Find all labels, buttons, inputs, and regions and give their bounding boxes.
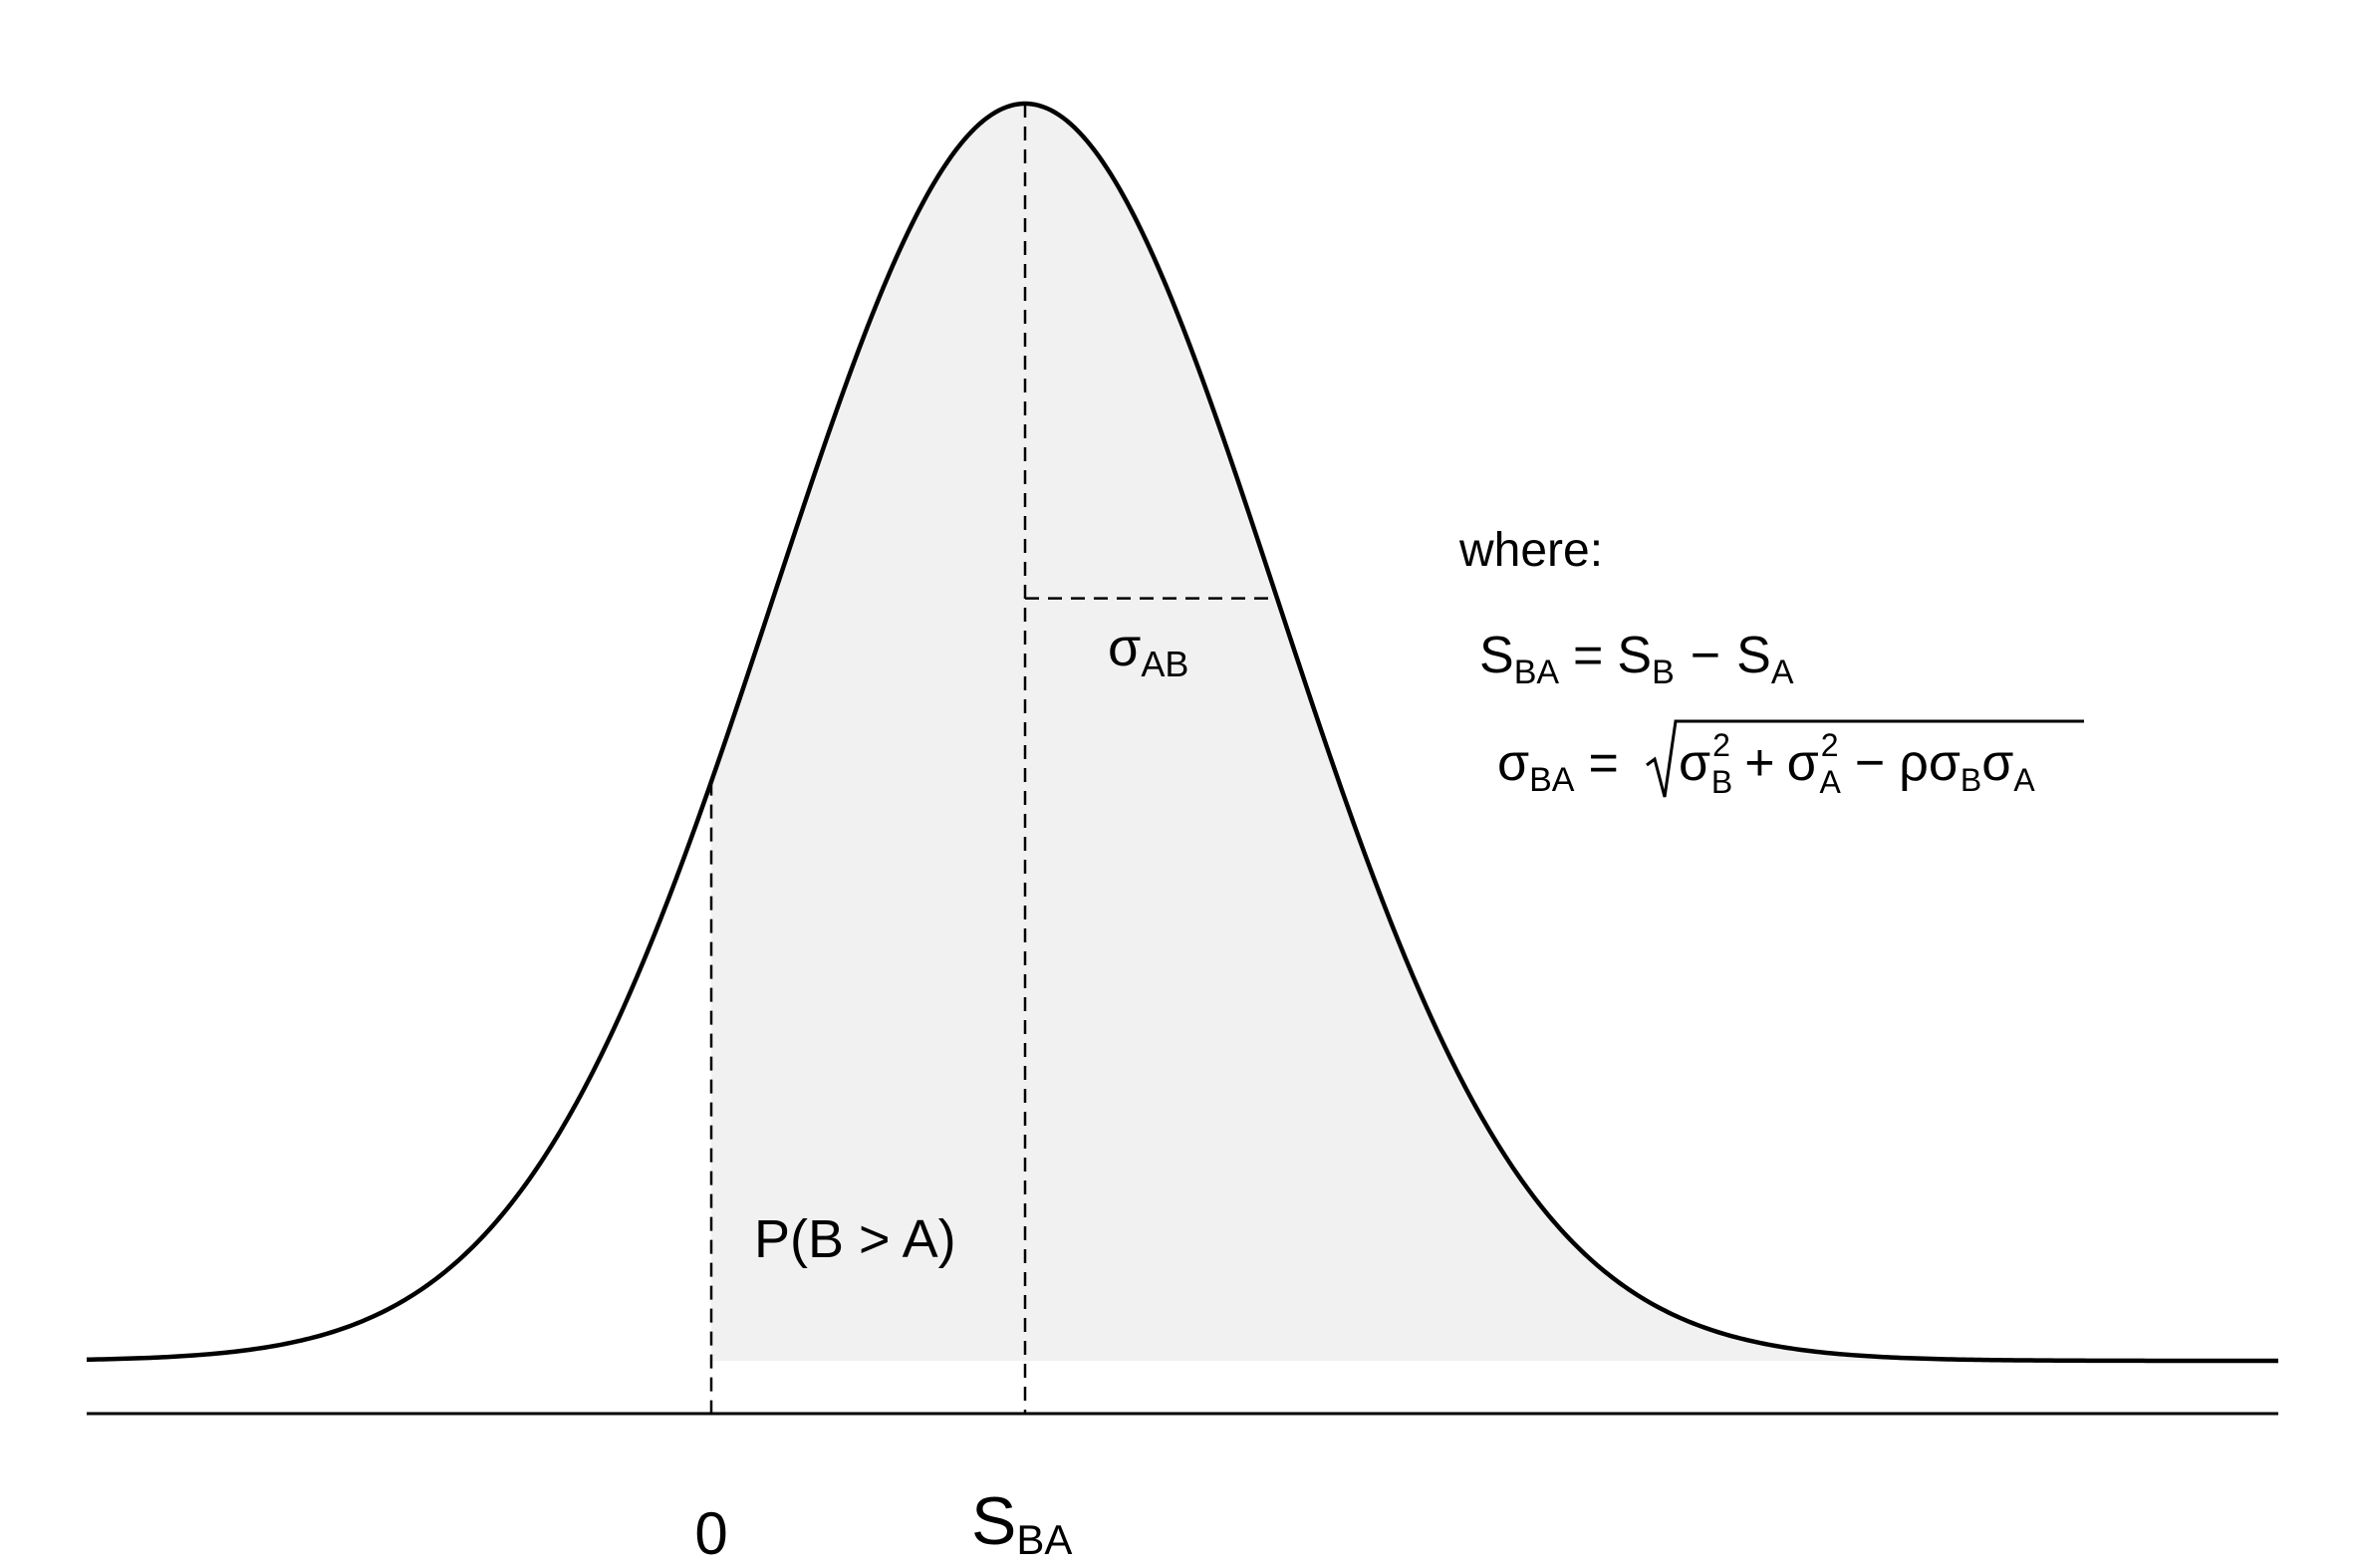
square-root-sign	[1646, 719, 2084, 798]
zero-tick-label: 0	[694, 1500, 727, 1567]
equation-s-ba: SBA = SB − SA	[1479, 627, 1794, 691]
s-ba-tick-label: SBA	[971, 1483, 1072, 1563]
normal-distribution-curve	[86, 101, 2278, 1364]
probability-shaded-area	[711, 104, 2278, 1361]
sigma-ab-label: σAB	[1108, 618, 1188, 684]
where-label: where:	[1458, 524, 1603, 577]
svg-text:σBA=: σBA =	[1497, 734, 1619, 799]
svg-text:σ2B+σ2A−ρσBσA: σ2 B + σ2 A − ρσBσA	[1679, 727, 2035, 800]
probability-label: P(B > A)	[754, 1209, 956, 1269]
equation-sigma-ba: σBA = σ2 B + σ2 A − ρσBσA	[1497, 719, 2084, 800]
